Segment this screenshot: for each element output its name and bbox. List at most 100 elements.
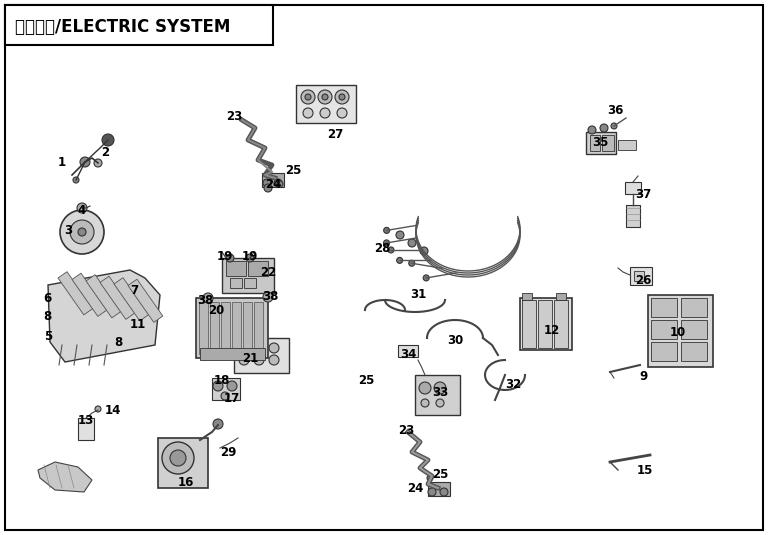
Text: 24: 24 bbox=[407, 482, 423, 494]
Bar bbox=[634, 271, 644, 281]
Circle shape bbox=[73, 177, 79, 183]
Bar bbox=[158, 438, 208, 488]
Circle shape bbox=[94, 159, 102, 167]
Bar bbox=[72, 273, 107, 316]
Polygon shape bbox=[38, 462, 92, 492]
Bar bbox=[586, 132, 616, 154]
Text: 11: 11 bbox=[130, 318, 146, 332]
Bar bbox=[520, 298, 572, 350]
Bar bbox=[522, 293, 532, 300]
Bar bbox=[78, 418, 94, 440]
Text: 7: 7 bbox=[130, 284, 138, 296]
Bar bbox=[230, 278, 242, 288]
Text: 24: 24 bbox=[265, 179, 281, 192]
Circle shape bbox=[274, 179, 282, 187]
Bar bbox=[200, 348, 265, 360]
Bar bbox=[415, 375, 460, 415]
Bar bbox=[651, 298, 677, 317]
Circle shape bbox=[408, 239, 416, 247]
Circle shape bbox=[436, 399, 444, 407]
Circle shape bbox=[269, 343, 279, 353]
Bar bbox=[618, 140, 636, 150]
Circle shape bbox=[388, 247, 394, 253]
Bar bbox=[196, 298, 268, 358]
Circle shape bbox=[419, 382, 431, 394]
Text: 23: 23 bbox=[398, 424, 414, 437]
Bar bbox=[221, 302, 230, 354]
Text: 33: 33 bbox=[432, 386, 448, 400]
Circle shape bbox=[335, 90, 349, 104]
Bar bbox=[630, 267, 652, 285]
Circle shape bbox=[170, 450, 186, 466]
Circle shape bbox=[263, 179, 271, 187]
Text: 26: 26 bbox=[635, 273, 651, 287]
Text: 27: 27 bbox=[327, 128, 343, 141]
Circle shape bbox=[383, 230, 389, 236]
Circle shape bbox=[320, 108, 330, 118]
Bar bbox=[651, 320, 677, 339]
Circle shape bbox=[239, 355, 249, 365]
Circle shape bbox=[95, 406, 101, 412]
Circle shape bbox=[239, 343, 249, 353]
Circle shape bbox=[588, 126, 596, 134]
Text: 5: 5 bbox=[44, 331, 52, 343]
Bar bbox=[243, 302, 252, 354]
Text: 31: 31 bbox=[410, 288, 426, 302]
Bar bbox=[681, 342, 707, 361]
Circle shape bbox=[213, 419, 223, 429]
Circle shape bbox=[70, 220, 94, 244]
Text: 4: 4 bbox=[78, 203, 86, 217]
Circle shape bbox=[60, 210, 104, 254]
Text: 19: 19 bbox=[242, 250, 258, 264]
Text: 2: 2 bbox=[101, 147, 109, 159]
Circle shape bbox=[269, 355, 279, 365]
Text: 8: 8 bbox=[43, 310, 51, 324]
Bar bbox=[681, 298, 707, 317]
Circle shape bbox=[318, 90, 332, 104]
Bar bbox=[222, 258, 274, 293]
Circle shape bbox=[305, 94, 311, 100]
Bar bbox=[681, 320, 707, 339]
Circle shape bbox=[78, 228, 86, 236]
Text: 1: 1 bbox=[58, 156, 66, 169]
Polygon shape bbox=[48, 270, 160, 362]
Text: 25: 25 bbox=[432, 469, 449, 482]
Bar bbox=[58, 272, 93, 315]
Text: 29: 29 bbox=[220, 446, 237, 458]
Text: 6: 6 bbox=[43, 292, 51, 304]
Bar bbox=[625, 182, 641, 194]
Text: 28: 28 bbox=[374, 241, 390, 255]
Text: 17: 17 bbox=[224, 392, 240, 404]
Circle shape bbox=[420, 247, 428, 255]
Text: 21: 21 bbox=[242, 351, 258, 364]
Text: 18: 18 bbox=[214, 373, 230, 386]
Bar bbox=[114, 278, 149, 321]
Circle shape bbox=[221, 392, 229, 400]
Text: 25: 25 bbox=[285, 164, 301, 177]
Bar bbox=[248, 261, 268, 276]
Circle shape bbox=[396, 231, 404, 239]
Bar bbox=[556, 293, 566, 300]
Bar bbox=[538, 300, 552, 348]
Bar bbox=[5, 5, 273, 45]
Text: 32: 32 bbox=[505, 378, 521, 392]
Bar bbox=[554, 300, 568, 348]
Bar bbox=[254, 302, 263, 354]
Circle shape bbox=[396, 257, 402, 263]
Bar bbox=[199, 302, 208, 354]
Bar bbox=[602, 135, 614, 151]
Text: 8: 8 bbox=[114, 335, 122, 348]
Circle shape bbox=[263, 292, 273, 302]
Circle shape bbox=[162, 442, 194, 474]
Bar bbox=[590, 135, 600, 151]
Circle shape bbox=[102, 134, 114, 146]
Bar bbox=[86, 274, 121, 318]
Circle shape bbox=[246, 254, 254, 262]
Text: 电器系统/ELECTRIC SYSTEM: 电器系统/ELECTRIC SYSTEM bbox=[15, 18, 230, 36]
Circle shape bbox=[428, 488, 436, 496]
Bar bbox=[100, 276, 135, 319]
Circle shape bbox=[203, 293, 213, 303]
Bar bbox=[128, 279, 163, 323]
Bar bbox=[398, 345, 418, 357]
Text: 10: 10 bbox=[670, 326, 686, 340]
